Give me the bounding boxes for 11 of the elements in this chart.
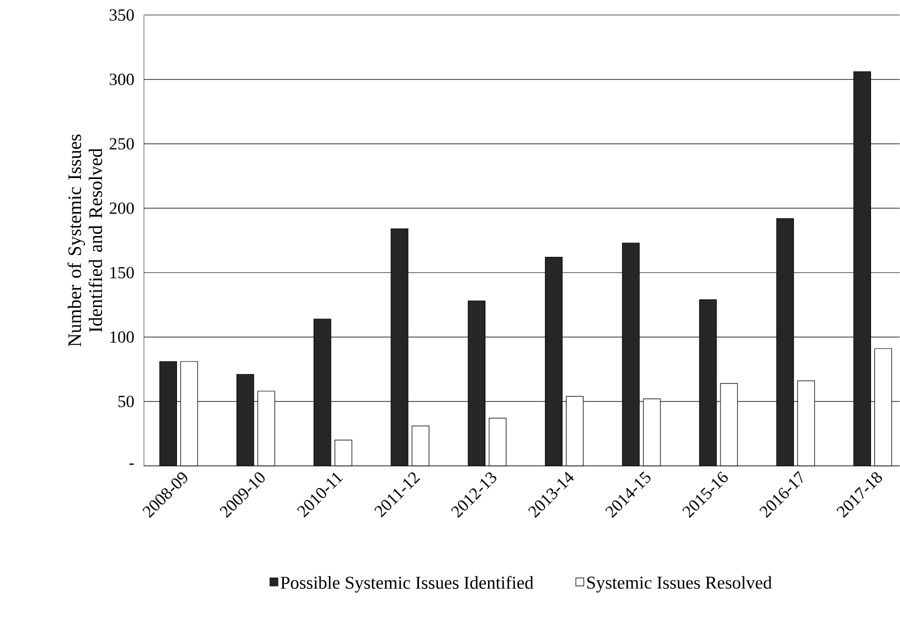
legend-label: Systemic Issues Resolved <box>587 576 772 593</box>
y-axis-title: Number of Systemic Issues Identified and Resolved <box>68 134 102 347</box>
y-tick-label: 200 <box>110 202 134 214</box>
y-tick-label: - <box>129 464 134 465</box>
y-tick-label: 300 <box>110 74 134 86</box>
y-tick-label: 150 <box>110 266 134 278</box>
legend-label: Possible Systemic Issues Identified <box>280 576 534 593</box>
y-tick-label: 100 <box>110 331 134 343</box>
y-tick-label: 250 <box>110 138 134 150</box>
y-tick-label: 350 <box>110 9 134 21</box>
y-tick-label: 50 <box>118 396 134 408</box>
